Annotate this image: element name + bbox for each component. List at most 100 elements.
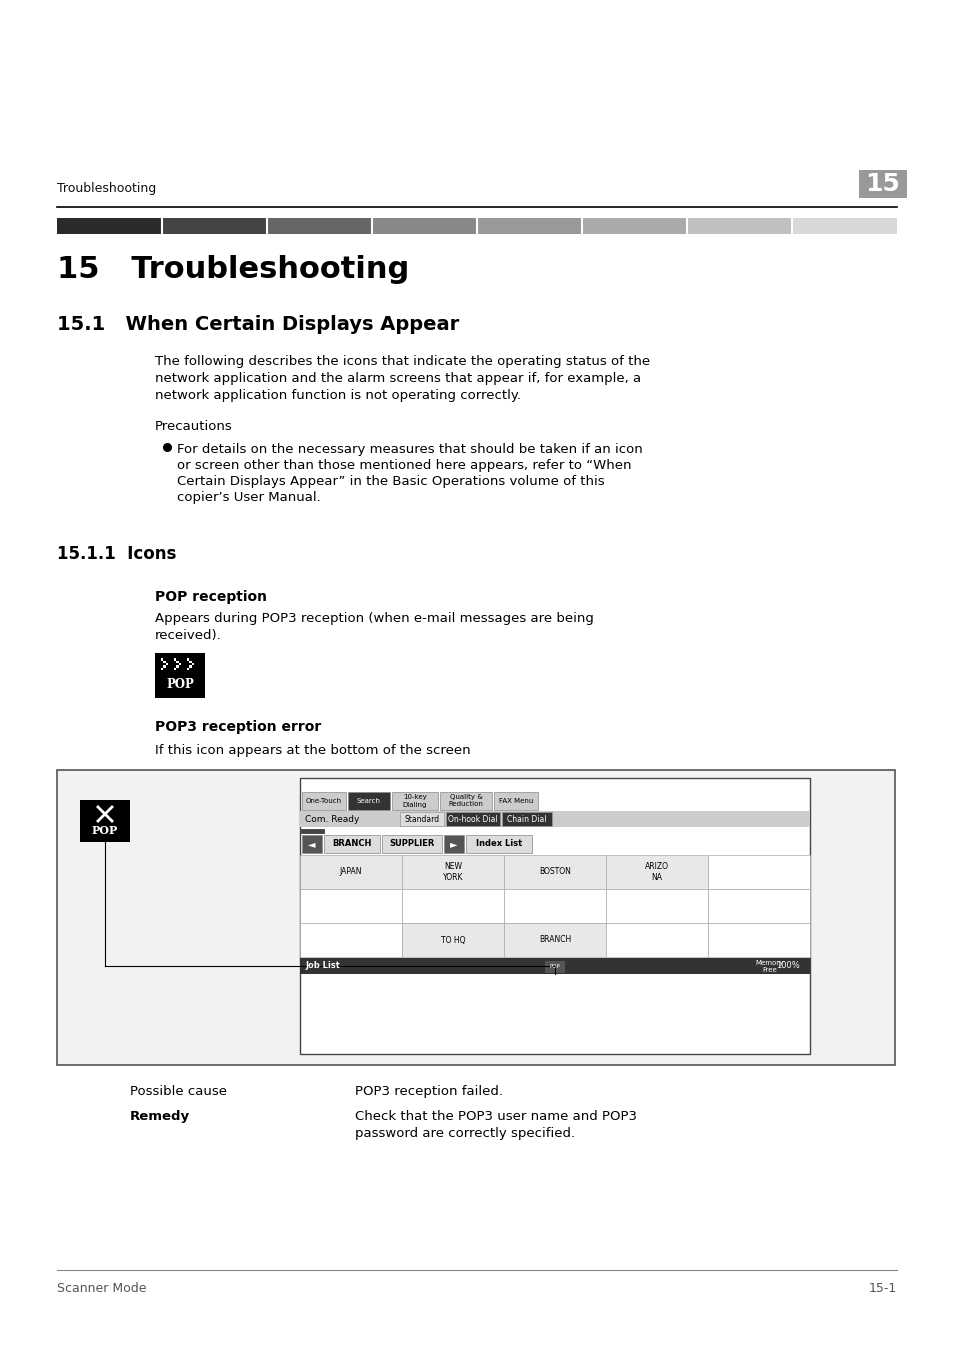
Bar <box>399 812 443 825</box>
Bar <box>176 661 179 663</box>
Text: Quality &
Reduction: Quality & Reduction <box>448 794 483 808</box>
Text: BRANCH: BRANCH <box>332 839 372 848</box>
Text: Possible cause: Possible cause <box>130 1085 227 1098</box>
Bar <box>494 792 537 811</box>
Bar <box>605 889 707 923</box>
Bar <box>162 218 267 234</box>
Bar <box>605 923 707 957</box>
Text: 100%: 100% <box>776 962 800 970</box>
Bar <box>392 792 437 811</box>
Text: network application function is not operating correctly.: network application function is not oper… <box>154 389 520 403</box>
Bar <box>707 923 809 957</box>
Bar <box>161 667 163 670</box>
Text: JAPAN: JAPAN <box>339 867 362 877</box>
Text: The following describes the icons that indicate the operating status of the: The following describes the icons that i… <box>154 355 649 367</box>
Bar <box>858 170 906 199</box>
Text: 10-key
Dialing: 10-key Dialing <box>402 794 427 808</box>
Bar <box>439 792 492 811</box>
Bar <box>187 658 190 661</box>
Text: 15-1: 15-1 <box>868 1282 896 1296</box>
Text: Index List: Index List <box>476 839 521 848</box>
Text: Chain Dial: Chain Dial <box>507 815 546 824</box>
Text: Remedy: Remedy <box>130 1111 190 1123</box>
Bar <box>324 835 379 852</box>
Bar <box>503 889 605 923</box>
Bar <box>401 889 503 923</box>
Bar <box>791 218 896 234</box>
Text: 15: 15 <box>864 172 900 196</box>
Text: ►: ► <box>450 839 457 848</box>
Bar <box>267 218 372 234</box>
Bar <box>187 667 190 670</box>
Text: BRANCH: BRANCH <box>538 935 571 944</box>
Bar <box>503 855 605 889</box>
Text: Memory
Free: Memory Free <box>755 959 783 973</box>
Text: POP: POP <box>549 963 559 969</box>
Text: SUPPLIER: SUPPLIER <box>389 839 435 848</box>
Bar <box>163 666 166 667</box>
Bar <box>707 889 809 923</box>
Text: Precautions: Precautions <box>154 420 233 434</box>
Text: password are correctly specified.: password are correctly specified. <box>355 1127 575 1140</box>
Bar <box>163 661 166 663</box>
Bar <box>179 663 181 666</box>
Bar <box>503 923 605 957</box>
Text: One-Touch: One-Touch <box>306 798 342 804</box>
Bar <box>581 218 686 234</box>
Bar <box>154 653 205 698</box>
Bar <box>299 855 401 889</box>
Bar <box>544 961 564 973</box>
Text: If this icon appears at the bottom of the screen: If this icon appears at the bottom of th… <box>154 744 470 757</box>
Bar <box>192 663 194 666</box>
Bar <box>443 835 463 852</box>
Text: POP3 reception failed.: POP3 reception failed. <box>355 1085 502 1098</box>
Bar <box>166 663 168 666</box>
Text: Check that the POP3 user name and POP3: Check that the POP3 user name and POP3 <box>355 1111 637 1123</box>
Text: Job List: Job List <box>305 962 339 970</box>
Text: NEW
YORK: NEW YORK <box>442 862 463 882</box>
Bar <box>401 855 503 889</box>
Bar <box>372 218 476 234</box>
Text: 15   Troubleshooting: 15 Troubleshooting <box>57 255 409 284</box>
Text: On-hook Dial: On-hook Dial <box>448 815 497 824</box>
Text: TO HQ: TO HQ <box>440 935 465 944</box>
Bar <box>476 218 581 234</box>
Bar <box>501 812 552 825</box>
Text: Appears during POP3 reception (when e-mail messages are being: Appears during POP3 reception (when e-ma… <box>154 612 594 626</box>
Text: POP: POP <box>166 678 193 692</box>
Bar <box>57 770 894 1065</box>
Bar <box>57 218 162 234</box>
Bar <box>401 923 503 957</box>
Bar <box>161 658 163 661</box>
Text: ARIZO
NA: ARIZO NA <box>644 862 668 882</box>
Bar <box>299 811 809 827</box>
Bar <box>299 923 401 957</box>
Bar <box>190 661 192 663</box>
Bar <box>173 667 176 670</box>
Text: POP reception: POP reception <box>154 590 267 604</box>
Bar <box>465 835 532 852</box>
Text: network application and the alarm screens that appear if, for example, a: network application and the alarm screen… <box>154 372 640 385</box>
Bar <box>707 855 809 889</box>
Text: Standard: Standard <box>404 815 439 824</box>
Bar <box>190 666 192 667</box>
Text: For details on the necessary measures that should be taken if an icon: For details on the necessary measures th… <box>177 443 642 457</box>
Text: ◄: ◄ <box>308 839 315 848</box>
Text: Scanner Mode: Scanner Mode <box>57 1282 147 1296</box>
Text: or screen other than those mentioned here appears, refer to “When: or screen other than those mentioned her… <box>177 459 631 471</box>
Bar <box>446 812 499 825</box>
Text: POP3 reception error: POP3 reception error <box>154 720 321 734</box>
Text: received).: received). <box>154 630 221 642</box>
Bar <box>348 792 390 811</box>
Bar <box>686 218 791 234</box>
Bar <box>299 778 809 1054</box>
Bar <box>605 855 707 889</box>
Bar <box>299 889 401 923</box>
Bar <box>302 792 346 811</box>
Text: Troubleshooting: Troubleshooting <box>57 182 156 195</box>
Bar <box>302 835 322 852</box>
Text: POP: POP <box>91 824 118 835</box>
Text: 15.1   When Certain Displays Appear: 15.1 When Certain Displays Appear <box>57 315 458 334</box>
Text: FAX Menu: FAX Menu <box>498 798 533 804</box>
Bar <box>299 958 809 974</box>
